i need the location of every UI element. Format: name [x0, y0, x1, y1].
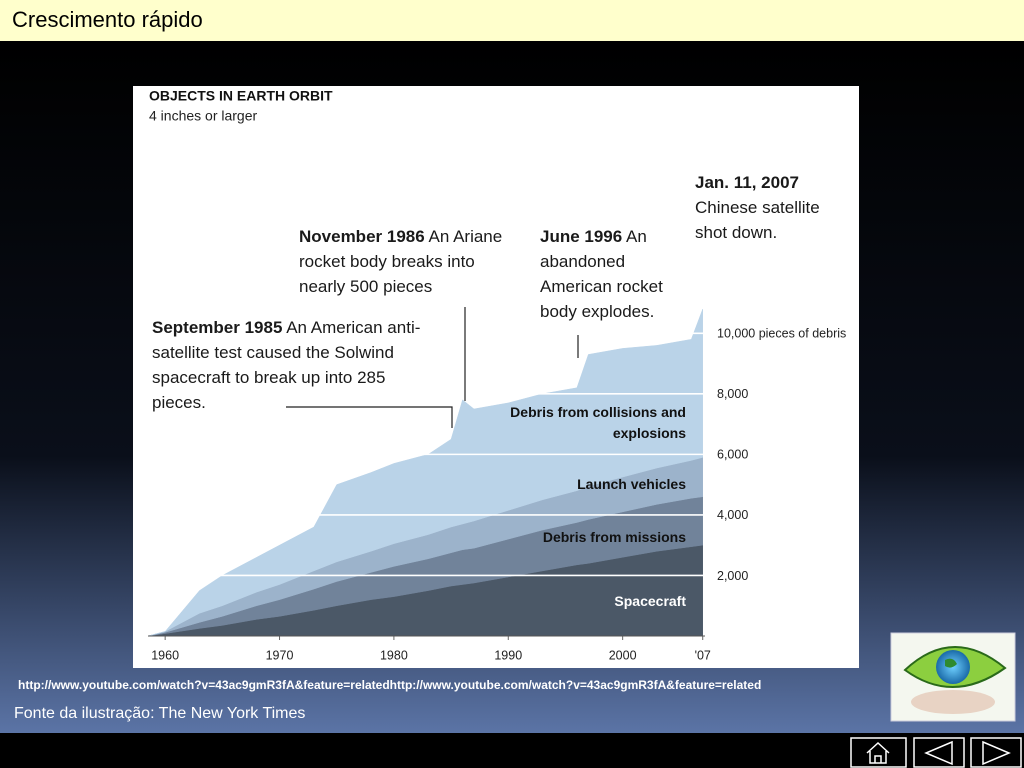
annotation: June 1996 An abandoned American rocket b…: [540, 224, 690, 324]
annotation-text: An abandoned American rocket body explod…: [540, 227, 663, 321]
source-credit: Fonte da ilustração: The New York Times: [14, 705, 306, 722]
logo-land: [945, 658, 957, 668]
annotation-text: An Ariane rocket body breaks into nearly…: [299, 227, 503, 296]
annotation-text: Chinese satellite shot down.: [695, 198, 820, 242]
y-tick-label: 10,000 pieces of debris: [717, 327, 846, 341]
annotation-title: November 1986: [299, 227, 425, 246]
title-bar: Crescimento rápido: [0, 0, 1024, 41]
annotation-title: Jan. 11, 2007: [695, 173, 799, 192]
logo: [890, 632, 1016, 722]
previous-button[interactable]: [913, 737, 965, 768]
annotation-title: June 1996: [540, 227, 623, 246]
chart-subtitle: 4 inches or larger: [149, 108, 258, 124]
next-button[interactable]: [970, 737, 1022, 768]
source-url[interactable]: http://www.youtube.com/watch?v=43ac9gmR3…: [18, 678, 762, 692]
series-label: Launch vehicles: [577, 476, 686, 492]
x-tick-label: 2000: [609, 648, 637, 662]
chart-title: OBJECTS IN EARTH ORBIT: [149, 88, 333, 104]
x-tick-label: 1980: [380, 648, 408, 662]
logo-hands: [911, 690, 995, 714]
y-tick-label: 2,000: [717, 569, 748, 583]
annotation-title: September 1985: [152, 318, 283, 337]
series-label: Debris from missions: [542, 529, 686, 545]
y-tick-label: 4,000: [717, 508, 748, 522]
annotation: September 1985 An American anti-satellit…: [152, 315, 427, 415]
nav-home[interactable]: [850, 737, 907, 768]
y-tick-label: 8,000: [717, 387, 748, 401]
area-series: [147, 308, 703, 637]
home-icon[interactable]: [866, 741, 890, 764]
x-tick-label: '07: [695, 648, 711, 662]
nav-previous[interactable]: [913, 737, 965, 768]
annotation-leaders: [286, 307, 579, 428]
series-label: Debris from collisions and explosions: [510, 404, 686, 441]
x-tick-label: 1970: [266, 648, 294, 662]
annotation-text: An American anti-satellite test caused t…: [152, 318, 421, 412]
x-tick-label: 1990: [494, 648, 522, 662]
next-icon[interactable]: [982, 740, 1011, 766]
y-tick-label: 6,000: [717, 448, 748, 462]
series-label: Spacecraft: [614, 593, 686, 609]
annotation: November 1986 An Ariane rocket body brea…: [299, 224, 524, 299]
annotation: Jan. 11, 2007 Chinese satellite shot dow…: [695, 170, 820, 245]
x-tick-label: 1960: [151, 648, 179, 662]
previous-icon[interactable]: [924, 740, 953, 766]
plot-area: 2,000 4,000 6,000 8,000 10,000 pieces of deb…: [147, 308, 846, 662]
slide-title: Crescimento rápido: [12, 7, 203, 32]
leader-line: [286, 406, 453, 428]
logo-globe: [936, 650, 970, 684]
nav-next[interactable]: [970, 737, 1022, 768]
